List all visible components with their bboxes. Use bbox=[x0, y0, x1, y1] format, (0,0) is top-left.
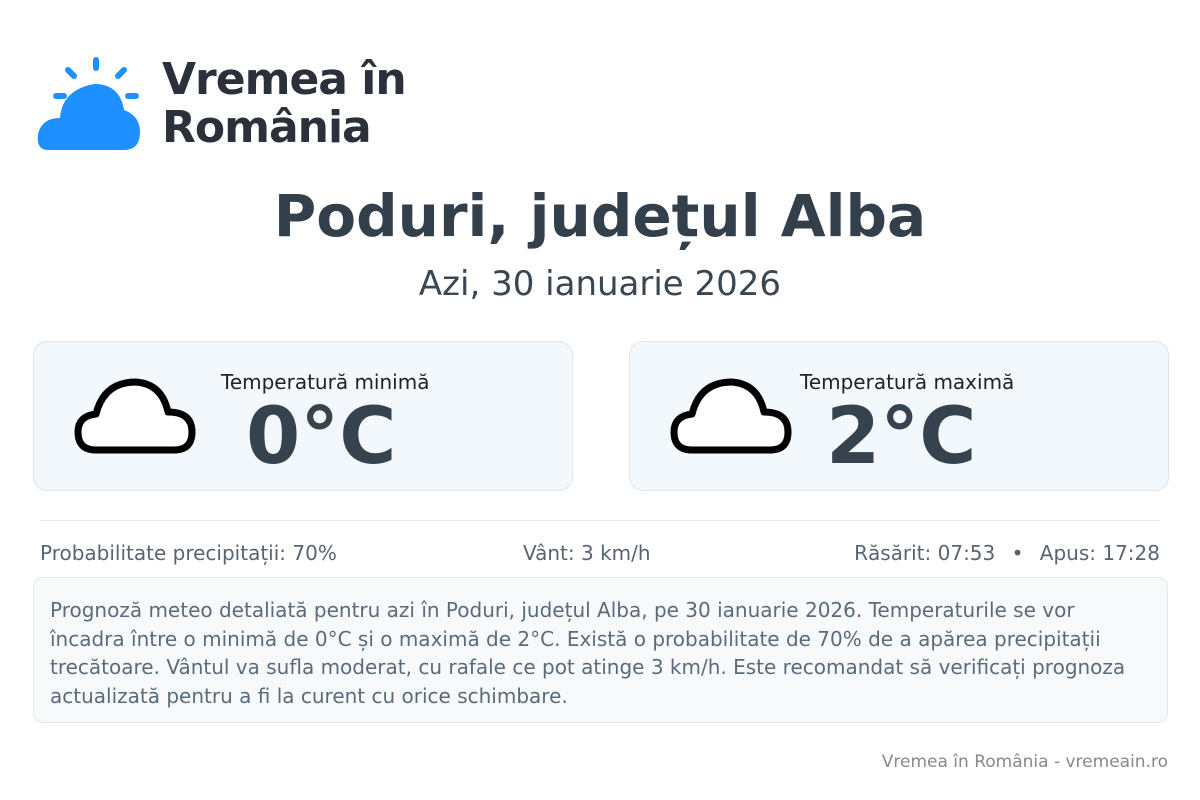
min-temp-label: Temperatură minimă bbox=[221, 370, 430, 394]
max-temp-value: 2°C bbox=[826, 392, 977, 482]
precipitation-stat: Probabilitate precipitații: 70% bbox=[40, 541, 337, 565]
site-logo[interactable]: Vremea în România bbox=[36, 54, 407, 154]
separator: • bbox=[1011, 541, 1024, 565]
sunset-stat: Apus: 17:28 bbox=[1039, 541, 1160, 565]
logo-line-1: Vremea în bbox=[162, 54, 407, 105]
footer-credit: Vremea în România - vremeain.ro bbox=[881, 752, 1168, 772]
max-temp-label: Temperatură maximă bbox=[800, 370, 1015, 394]
divider bbox=[40, 520, 1160, 521]
min-temp-value: 0°C bbox=[246, 392, 397, 482]
date-subtitle: Azi, 30 ianuarie 2026 bbox=[418, 264, 782, 304]
sunrise-stat: Răsărit: 07:53 bbox=[854, 541, 996, 565]
min-temp-card: Temperatură minimă 0°C bbox=[33, 341, 573, 491]
sun-cloud-logo-icon bbox=[37, 57, 140, 150]
forecast-description: Prognoză meteo detaliată pentru azi în P… bbox=[33, 577, 1168, 723]
logo-line-2: România bbox=[162, 102, 372, 153]
sun-times: Răsărit: 07:53 • Apus: 17:28 bbox=[854, 541, 1160, 565]
cloud-icon bbox=[670, 378, 792, 454]
cloud-icon bbox=[74, 378, 196, 454]
wind-stat: Vânt: 3 km/h bbox=[523, 541, 651, 565]
max-temp-card: Temperatură maximă 2°C bbox=[629, 341, 1169, 491]
page-title: Poduri, județul Alba bbox=[273, 182, 927, 250]
